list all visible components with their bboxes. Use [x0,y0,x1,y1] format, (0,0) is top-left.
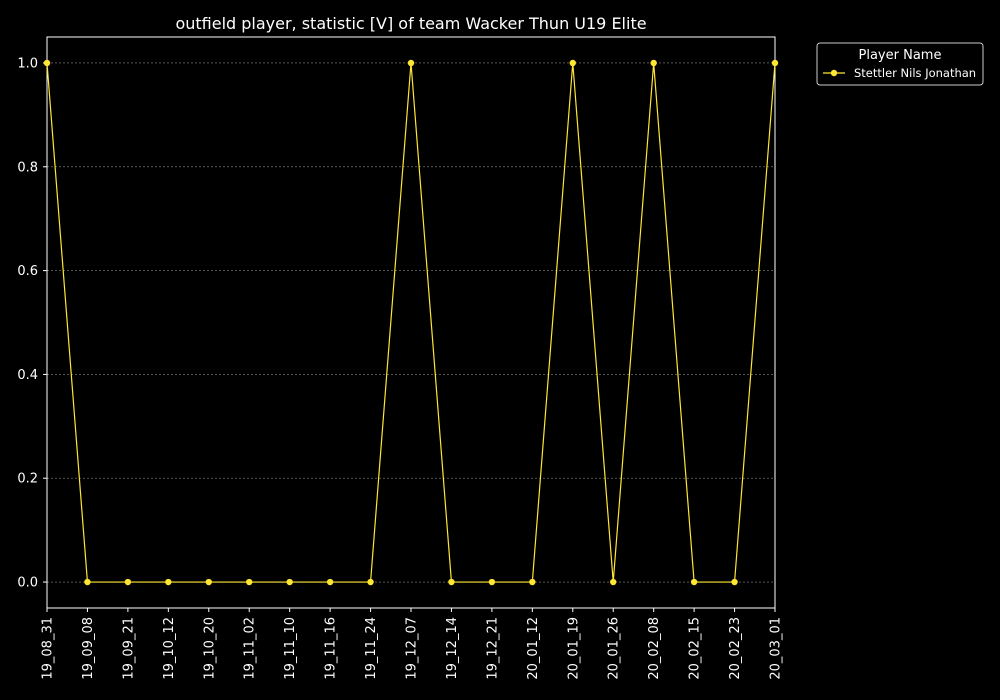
x-tick-label: 20_01_26 [607,617,622,680]
data-point [610,578,617,586]
data-point [731,578,738,586]
x-tick-label: 20_02_23 [728,617,743,680]
x-tick-label: 19_11_02 [243,617,258,680]
y-tick-label: 1.0 [17,56,38,71]
x-tick-label: 20_01_12 [526,617,541,680]
x-tick-label: 20_02_15 [688,617,703,680]
x-tick-label: 19_09_21 [121,617,136,680]
data-point [326,578,334,586]
data-point [690,578,698,586]
x-tick-label: 19_11_10 [283,617,298,680]
y-tick-label: 0.2 [17,472,38,487]
legend-entry-label: Stettler Nils Jonathan [854,66,976,80]
y-tick-label: 0.8 [17,160,38,175]
series-group [43,59,779,586]
y-tick-label: 0.0 [17,576,38,591]
data-point [771,59,779,67]
legend-title: Player Name [859,48,942,63]
x-axis: 19_08_31 19_09_08 19_09_21 19_10_12 19_10_20… [41,608,784,680]
data-point [367,578,374,586]
x-tick-label: 20_01_19 [566,617,581,680]
legend: Player Name Stettler Nils Jonathan [816,42,984,86]
x-tick-label: 19_12_21 [485,617,500,680]
x-tick-label: 19_11_16 [324,617,339,680]
x-tick-label: 19_11_24 [364,617,379,680]
data-point [529,578,536,586]
data-point [124,578,132,586]
x-tick-label: 19_08_31 [41,617,56,680]
y-tick-label: 0.4 [17,368,38,383]
x-tick-label: 19_12_07 [405,617,420,680]
data-point [650,59,657,67]
data-point [43,59,51,67]
data-point [448,578,455,586]
x-tick-label: 19_09_08 [81,617,96,680]
chart-title: outfield player, statistic [V] of team W… [175,14,646,33]
data-point [407,59,415,67]
x-tick-label: 19_10_12 [162,617,177,680]
x-tick-label: 20_03_01 [769,617,784,680]
data-point [488,578,496,586]
legend-point-marker [830,69,838,77]
data-point [569,59,576,67]
data-point [246,578,253,586]
y-tick-label: 0.6 [17,264,38,279]
x-tick-label: 19_12_14 [445,617,460,680]
legend-box [816,42,984,86]
x-tick-label: 19_10_20 [202,617,217,680]
y-axis: 0.0 0.2 0.4 0.6 0.8 1.0 [17,56,47,591]
data-point [205,578,212,586]
data-point [84,578,91,586]
x-tick-label: 20_02_08 [647,617,662,680]
data-point [286,578,293,586]
data-point [165,578,172,586]
